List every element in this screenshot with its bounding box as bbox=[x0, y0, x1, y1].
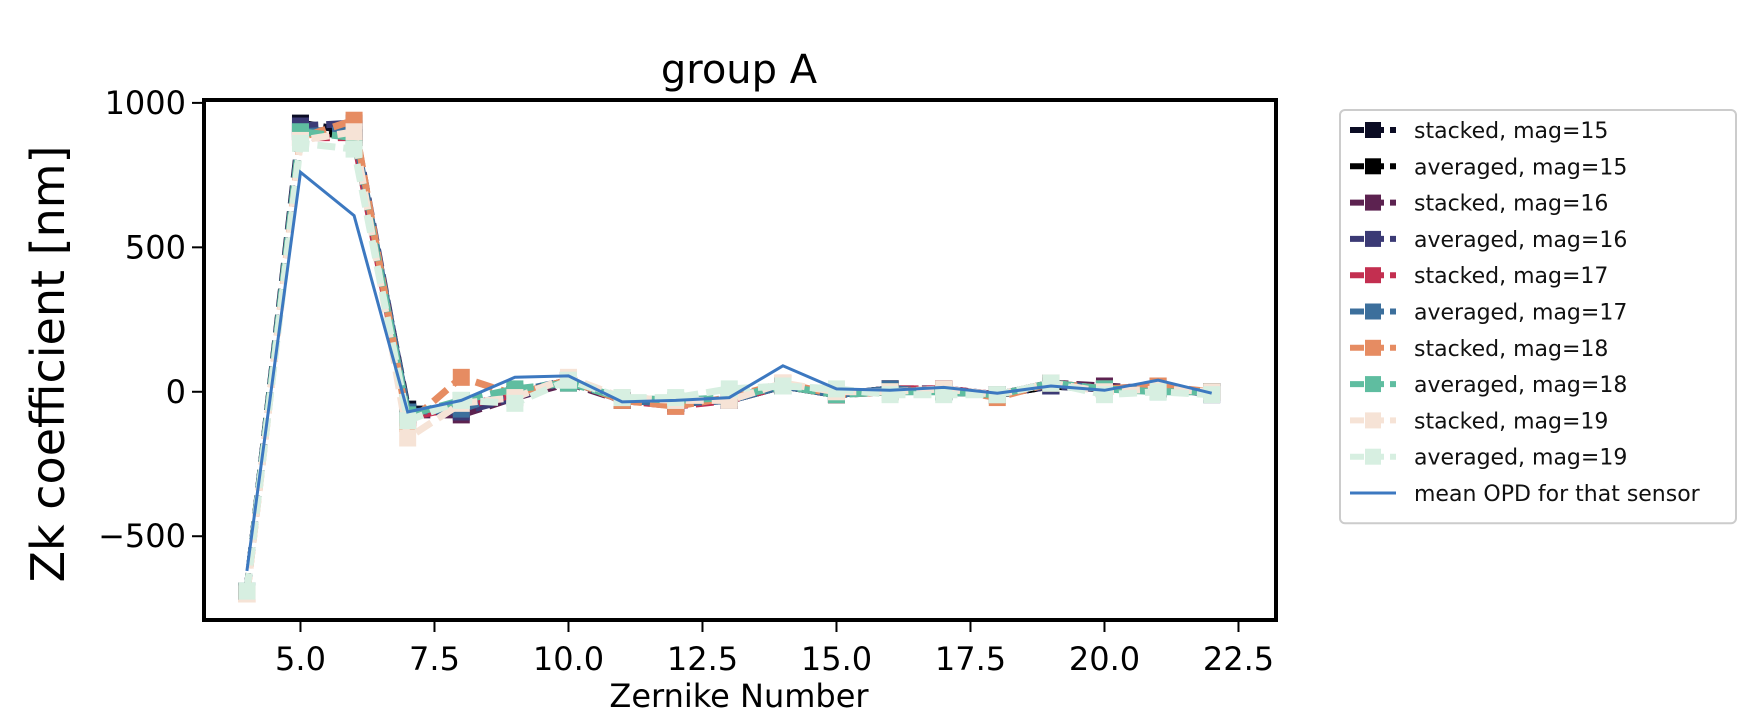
legend-marker bbox=[1365, 158, 1381, 175]
series-5 bbox=[238, 120, 1221, 600]
legend-entry: averaged, mag=16 bbox=[1350, 228, 1627, 253]
x-tick-label: 7.5 bbox=[409, 640, 460, 678]
legend-marker bbox=[1365, 412, 1381, 429]
series-line bbox=[243, 134, 1212, 592]
series-line bbox=[245, 169, 1213, 572]
y-tick-label: −500 bbox=[98, 517, 186, 555]
legend-entry: averaged, mag=15 bbox=[1350, 155, 1627, 180]
x-tick-label: 15.0 bbox=[801, 640, 872, 678]
legend: stacked, mag=15 averaged, mag=15 stacked, … bbox=[1339, 109, 1737, 525]
data-point bbox=[399, 429, 417, 447]
legend-label: averaged, mag=19 bbox=[1414, 446, 1627, 471]
legend-marker bbox=[1365, 448, 1381, 465]
legend-entry: stacked, mag=15 bbox=[1350, 119, 1608, 144]
y-axis-label: Zk coefficient [nm] bbox=[21, 145, 75, 582]
data-point bbox=[774, 377, 792, 395]
series-7 bbox=[238, 123, 1221, 600]
legend-label: averaged, mag=18 bbox=[1414, 373, 1627, 398]
legend-entry: averaged, mag=18 bbox=[1350, 373, 1627, 398]
legend-label: stacked, mag=18 bbox=[1414, 337, 1608, 362]
series-3 bbox=[238, 114, 1221, 600]
legend-marker bbox=[1365, 230, 1381, 247]
x-tick-label: 22.5 bbox=[1203, 640, 1274, 678]
data-point bbox=[345, 140, 363, 158]
legend-label: averaged, mag=17 bbox=[1414, 301, 1627, 326]
x-tick-label: 20.0 bbox=[1069, 640, 1140, 678]
legend-label: stacked, mag=17 bbox=[1414, 264, 1608, 289]
legend-label: stacked, mag=15 bbox=[1414, 119, 1608, 144]
legend-label: averaged, mag=16 bbox=[1414, 228, 1627, 253]
x-axis-label: Zernike Number bbox=[609, 677, 869, 715]
series-4 bbox=[238, 129, 1221, 600]
series-6 bbox=[238, 111, 1221, 603]
legend-label: stacked, mag=16 bbox=[1414, 192, 1608, 217]
legend-entry: averaged, mag=17 bbox=[1350, 301, 1627, 326]
series-2 bbox=[238, 123, 1221, 600]
series-line bbox=[243, 128, 1212, 595]
series-9 bbox=[238, 134, 1221, 600]
series-10 bbox=[245, 169, 1213, 572]
legend-entry: stacked, mag=17 bbox=[1350, 264, 1608, 289]
legend-marker bbox=[1365, 194, 1381, 211]
data-point bbox=[1042, 374, 1060, 392]
data-point bbox=[1203, 386, 1221, 404]
legend-marker bbox=[1365, 267, 1381, 284]
y-tick-label: 1000 bbox=[105, 84, 186, 122]
data-point bbox=[399, 412, 417, 430]
legend-marker bbox=[1365, 339, 1381, 356]
y-axis: 1000 500 0 −500 bbox=[98, 84, 204, 555]
legend-entry: mean OPD for that sensor bbox=[1350, 482, 1701, 507]
legend-marker bbox=[1365, 122, 1381, 138]
series-1 bbox=[238, 120, 1221, 600]
data-point bbox=[667, 389, 685, 407]
series-8 bbox=[238, 123, 1221, 603]
plot-frame bbox=[202, 98, 1278, 622]
x-axis: 5.0 7.5 10.0 12.5 15.0 17.5 20.0 22.5 bbox=[275, 620, 1274, 678]
y-tick-label: 500 bbox=[125, 228, 186, 266]
data-point bbox=[1149, 383, 1167, 401]
y-tick-label: 0 bbox=[166, 373, 186, 411]
plot-area bbox=[238, 111, 1221, 603]
data-point bbox=[506, 394, 524, 412]
legend-entry: averaged, mag=19 bbox=[1350, 446, 1627, 471]
data-point bbox=[345, 123, 363, 141]
legend-box bbox=[1339, 109, 1737, 525]
legend-label: averaged, mag=15 bbox=[1414, 155, 1627, 180]
x-tick-label: 10.0 bbox=[533, 640, 604, 678]
x-tick-label: 5.0 bbox=[275, 640, 326, 678]
x-tick-label: 12.5 bbox=[667, 640, 738, 678]
series-line bbox=[243, 139, 1212, 592]
chart-title: group A bbox=[661, 47, 818, 93]
series-0 bbox=[238, 114, 1221, 600]
data-point bbox=[452, 368, 470, 386]
legend-entry: stacked, mag=16 bbox=[1350, 192, 1608, 217]
legend-marker bbox=[1365, 303, 1381, 320]
data-point bbox=[291, 134, 309, 152]
legend-label: stacked, mag=19 bbox=[1414, 409, 1608, 434]
legend-label: mean OPD for that sensor bbox=[1414, 482, 1701, 507]
legend-entry: stacked, mag=18 bbox=[1350, 337, 1608, 362]
legend-entry: stacked, mag=19 bbox=[1350, 409, 1608, 434]
x-tick-label: 17.5 bbox=[935, 640, 1006, 678]
legend-marker bbox=[1365, 376, 1381, 393]
data-point bbox=[238, 582, 256, 600]
